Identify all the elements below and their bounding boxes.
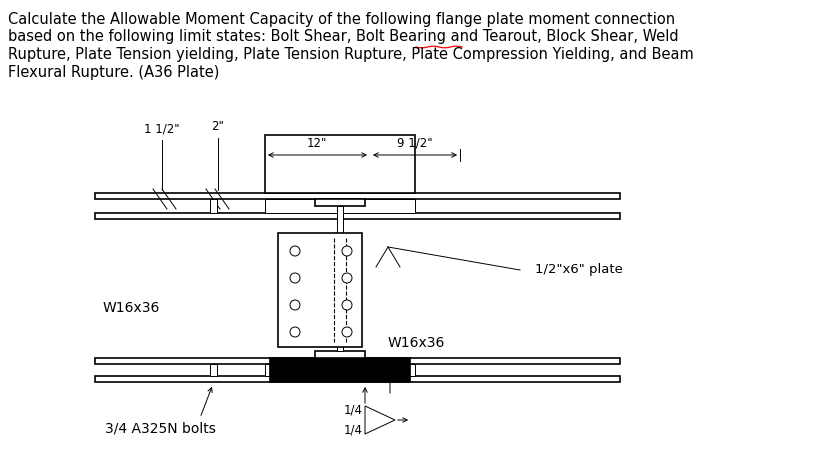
- Text: based on the following limit states: Bolt Shear, Bolt Bearing and Tearout, Block: based on the following limit states: Bol…: [8, 30, 679, 44]
- Bar: [95, 193, 620, 199]
- Circle shape: [342, 273, 352, 283]
- Bar: [337, 206, 343, 351]
- Circle shape: [342, 300, 352, 310]
- Bar: [278, 233, 362, 347]
- Bar: [270, 358, 410, 382]
- Circle shape: [290, 246, 300, 256]
- Circle shape: [342, 246, 352, 256]
- Text: 1/2"x6" plate: 1/2"x6" plate: [535, 263, 623, 276]
- Bar: [265, 364, 415, 376]
- Circle shape: [342, 327, 352, 337]
- Text: 1/4: 1/4: [344, 423, 363, 437]
- Bar: [265, 199, 415, 213]
- Text: 1 1/2": 1 1/2": [144, 122, 179, 135]
- Bar: [315, 351, 365, 358]
- Text: 2": 2": [212, 120, 225, 133]
- Text: 1/4: 1/4: [344, 404, 363, 416]
- Text: 12": 12": [307, 137, 328, 150]
- Bar: [315, 199, 365, 206]
- Bar: [95, 213, 620, 219]
- Circle shape: [290, 327, 300, 337]
- Text: 9 1/2": 9 1/2": [398, 137, 433, 150]
- Circle shape: [290, 300, 300, 310]
- Bar: [210, 199, 217, 213]
- Bar: [210, 364, 217, 376]
- Bar: [265, 135, 415, 193]
- Circle shape: [290, 273, 300, 283]
- Text: Rupture, Plate Tension yielding, Plate Tension Rupture, Plate Compression Yieldi: Rupture, Plate Tension yielding, Plate T…: [8, 47, 694, 62]
- Text: Calculate the Allowable Moment Capacity of the following flange plate moment con: Calculate the Allowable Moment Capacity …: [8, 12, 675, 27]
- Text: W16x36: W16x36: [103, 301, 160, 315]
- Text: W16x36: W16x36: [388, 336, 445, 350]
- Text: Flexural Rupture. (A36 Plate): Flexural Rupture. (A36 Plate): [8, 65, 220, 80]
- Bar: [95, 376, 620, 382]
- Text: 3/4 A325N bolts: 3/4 A325N bolts: [105, 421, 216, 435]
- Bar: [95, 358, 620, 364]
